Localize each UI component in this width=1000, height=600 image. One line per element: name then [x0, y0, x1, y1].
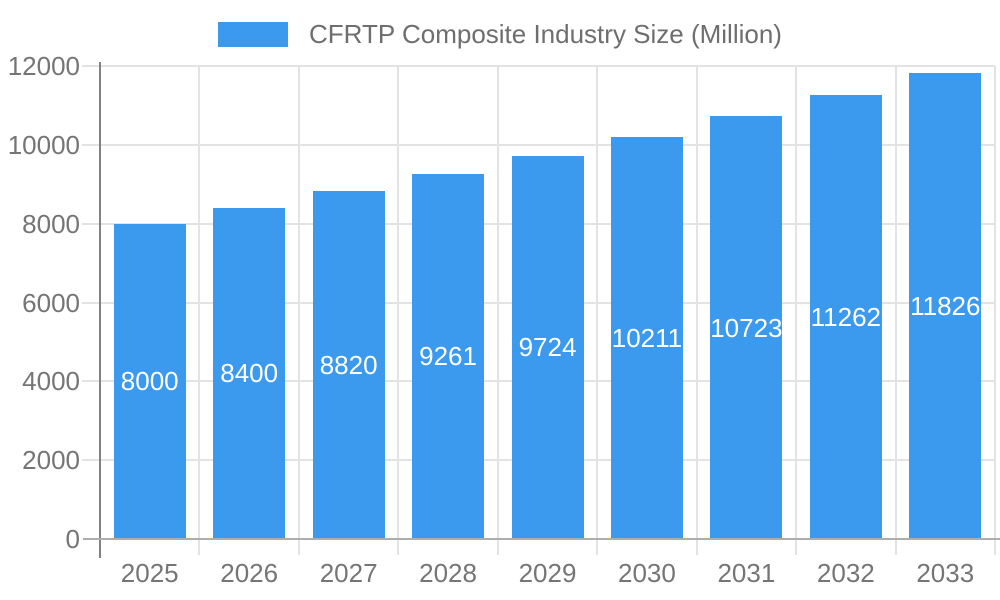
x-axis-tick: [596, 539, 599, 555]
bar-value-label: 9261: [419, 341, 477, 372]
bar: 11262: [809, 95, 882, 539]
y-axis-tick: [82, 222, 100, 225]
y-axis-tick: [82, 380, 100, 383]
x-axis-tick-label: 2025: [120, 558, 179, 588]
y-axis-tick-label: 2000: [22, 445, 80, 476]
bar-value-label: 8820: [319, 350, 378, 381]
y-axis-tick-label: 0: [65, 524, 80, 554]
bar-value-label: 10211: [611, 322, 683, 353]
legend: CFRTP Composite Industry Size (Million): [0, 19, 1000, 49]
bar-value-label: 8400: [220, 358, 279, 389]
plot-area: 8000 8400 8820 9261 9724 10211 10723 11262 11826: [100, 65, 996, 539]
bar: 10723: [710, 116, 783, 539]
x-axis-tick-label: 2031: [717, 558, 776, 588]
bar: 8400: [213, 207, 286, 539]
y-axis-tick-label: 6000: [22, 287, 80, 318]
bar-value-label: 9724: [518, 332, 577, 363]
x-axis-tick: [297, 539, 300, 555]
x-axis-tick-label: 2029: [518, 558, 577, 588]
bar-value-label: 11826: [910, 290, 981, 321]
y-axis-tick: [82, 301, 100, 304]
x-axis-tick: [795, 539, 798, 555]
gridline-h: [100, 143, 995, 146]
y-axis-tick: [82, 143, 100, 146]
x-axis-tick-label: 2028: [419, 558, 477, 588]
bar: 10211: [610, 136, 683, 539]
y-axis-tick: [82, 459, 100, 462]
gridline-v: [795, 66, 798, 539]
gridline-v: [496, 66, 499, 539]
y-axis-tick-label: 8000: [22, 208, 80, 239]
x-axis-tick-label: 2030: [618, 558, 676, 588]
x-axis-tick: [894, 539, 897, 555]
y-axis-line: [99, 62, 101, 558]
x-axis-tick-label: 2027: [319, 558, 378, 588]
x-axis-tick-label: 2033: [916, 558, 975, 588]
bar: 9724: [511, 155, 584, 539]
x-axis-tick: [695, 539, 698, 555]
y-axis-tick-label: 10000: [7, 129, 80, 160]
gridline-v: [297, 66, 300, 539]
y-axis-tick-label: 12000: [7, 51, 80, 81]
gridline-v: [596, 66, 599, 539]
gridline-v: [994, 66, 996, 539]
bar-value-label: 10723: [710, 312, 783, 343]
gridline-v: [695, 66, 698, 539]
x-axis-tick: [198, 539, 201, 555]
bar-value-label: 8000: [120, 366, 179, 397]
y-axis-tick: [82, 65, 100, 67]
x-axis-line: [83, 538, 1000, 540]
x-axis-tick: [496, 539, 499, 555]
gridline-v: [198, 66, 201, 539]
x-axis-tick: [994, 539, 996, 555]
gridline-v: [397, 66, 400, 539]
x-axis-tick-label: 2032: [816, 558, 875, 588]
gridline-h: [100, 65, 995, 67]
legend-label: CFRTP Composite Industry Size (Million): [309, 18, 782, 49]
x-axis-tick-label: 2026: [220, 558, 279, 588]
y-axis-tick-label: 4000: [22, 366, 80, 397]
bar: 9261: [412, 173, 485, 539]
legend-swatch: [218, 21, 289, 47]
bar: 8820: [312, 191, 385, 539]
x-axis-tick: [397, 539, 400, 555]
bar-value-label: 11262: [810, 302, 882, 333]
bar: 11826: [909, 72, 982, 539]
bar: 8000: [113, 223, 186, 539]
gridline-v: [894, 66, 897, 539]
